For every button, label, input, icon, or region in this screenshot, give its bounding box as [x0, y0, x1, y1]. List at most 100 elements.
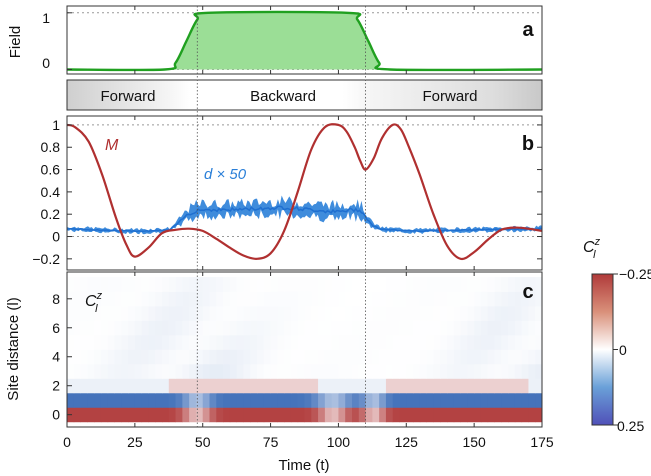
heatmap-cell — [514, 407, 523, 423]
heatmap-cell — [209, 306, 217, 321]
heatmap-cell — [426, 291, 434, 307]
heatmap-cell — [263, 407, 271, 423]
heatmap-cell — [324, 363, 333, 379]
heatmap-cell — [128, 320, 136, 336]
heatmap-cell — [318, 306, 326, 321]
heatmap-cell — [535, 363, 542, 379]
heatmap-cell — [243, 306, 251, 321]
heatmap-cell — [263, 335, 271, 350]
heatmap-cell — [209, 335, 217, 350]
heatmap-cell — [372, 320, 380, 336]
heatmap-cell — [263, 378, 271, 394]
heatmap-cell — [195, 407, 204, 423]
heatmap-cell — [250, 320, 258, 336]
heatmap-cell — [67, 392, 75, 408]
heatmap-cell — [324, 306, 333, 321]
heatmap-cell — [433, 392, 441, 408]
heatmap-cell — [189, 335, 197, 350]
colorbar-label-top: −0.25 — [619, 266, 651, 282]
heatmap-cell — [67, 363, 75, 379]
heatmap-cell — [243, 349, 251, 365]
heatmap-cell — [413, 306, 421, 321]
heatmap-cell — [419, 277, 428, 292]
heatmap-cell — [73, 335, 81, 350]
heatmap-cell — [290, 277, 299, 292]
heatmap-cell — [379, 349, 387, 365]
heatmap-cells — [67, 277, 542, 423]
direction-strip-bar — [66, 79, 543, 111]
heatmap-cell — [385, 363, 394, 379]
heatmap-cell — [114, 335, 122, 350]
heatmap-cell — [372, 378, 380, 394]
heatmap-cell — [426, 407, 434, 423]
panel-b-frame — [66, 115, 543, 271]
heatmap-cell — [494, 349, 502, 365]
heatmap-cell — [216, 335, 224, 350]
heatmap-cell — [352, 320, 360, 336]
heatmap-cell — [243, 363, 251, 379]
heatmap-cell — [399, 291, 407, 307]
heatmap-cell — [141, 407, 149, 423]
heatmap-cell — [270, 378, 278, 394]
heatmap-cell — [182, 349, 190, 365]
heatmap-cell — [419, 363, 428, 379]
heatmap-cell — [114, 363, 122, 379]
heatmap-cell — [440, 392, 448, 408]
heatmap-cell — [447, 277, 455, 292]
heatmap-cell — [277, 291, 285, 307]
heatmap-cell — [297, 277, 305, 292]
heatmap-cell — [521, 363, 529, 379]
heatmap-cell — [352, 291, 360, 307]
heatmap-cell — [460, 349, 468, 365]
heatmap-cell — [311, 320, 319, 336]
heatmap-cell — [80, 378, 88, 394]
heatmap-cell — [257, 349, 265, 365]
heatmap-cell — [426, 363, 434, 379]
direction-strip: Forward Backward Forward — [66, 79, 543, 111]
field-ytick-1: 1 — [42, 10, 50, 26]
heatmap-cell — [535, 306, 542, 321]
heatmap-cell — [453, 277, 461, 292]
heatmap-cell — [460, 335, 468, 350]
heatmap-cell — [304, 306, 312, 321]
heatmap-cell — [324, 349, 333, 365]
heatmap-cell — [365, 291, 373, 307]
heatmap-cell — [134, 306, 143, 321]
heatmap-cell — [501, 277, 509, 292]
heatmap-cell — [162, 277, 170, 292]
heatmap-cell — [528, 306, 536, 321]
heatmap-cell — [229, 407, 238, 423]
heatmap-cell — [535, 320, 542, 336]
heatmap-cell — [487, 378, 495, 394]
heatmap-cell — [447, 335, 455, 350]
heatmap-cell — [236, 291, 244, 307]
heatmap-cell — [290, 335, 299, 350]
heatmap-cell — [209, 349, 217, 365]
heatmap-cell — [263, 277, 271, 292]
heatmap-cell — [168, 306, 176, 321]
heatmap-cell — [528, 407, 536, 423]
c-ytick-label-6: 6 — [52, 320, 60, 336]
heatmap-cell — [223, 291, 231, 307]
heatmap-cell — [352, 378, 360, 394]
heatmap-cell — [535, 378, 542, 394]
heatmap-cell — [80, 363, 88, 379]
heatmap-cell — [494, 363, 502, 379]
heatmap-cell — [406, 306, 414, 321]
c-xtick-label-0: 0 — [63, 434, 71, 450]
heatmap-cell — [318, 320, 326, 336]
heatmap-cell — [365, 407, 373, 423]
heatmap-cell — [243, 392, 251, 408]
heatmap-cell — [243, 335, 251, 350]
heatmap-cell — [528, 291, 536, 307]
heatmap-cell — [80, 335, 88, 350]
heatmap-cell — [413, 291, 421, 307]
heatmap-cell — [528, 277, 536, 292]
heatmap-cell — [114, 291, 122, 307]
heatmap-cell — [182, 363, 190, 379]
heatmap-cell — [155, 378, 163, 394]
heatmap-cell — [460, 291, 468, 307]
colorbar-label-bottom: 0.25 — [617, 418, 644, 434]
heatmap-cell — [379, 277, 387, 292]
heatmap-cell — [528, 363, 536, 379]
